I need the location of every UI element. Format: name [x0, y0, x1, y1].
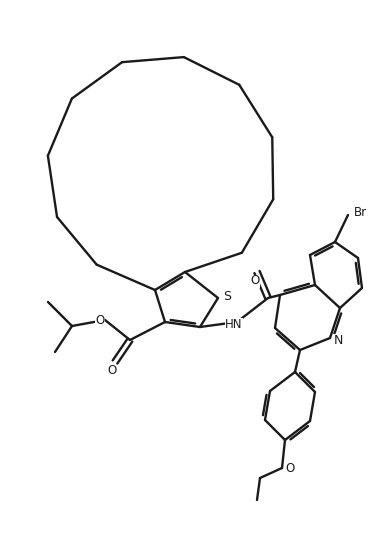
Text: O: O — [250, 274, 260, 288]
Text: O: O — [95, 315, 105, 328]
Text: Br: Br — [353, 206, 367, 220]
Text: N: N — [333, 333, 343, 346]
Text: O: O — [286, 462, 294, 474]
Text: HN: HN — [225, 317, 243, 330]
Text: S: S — [223, 290, 231, 304]
Text: O: O — [107, 365, 117, 378]
